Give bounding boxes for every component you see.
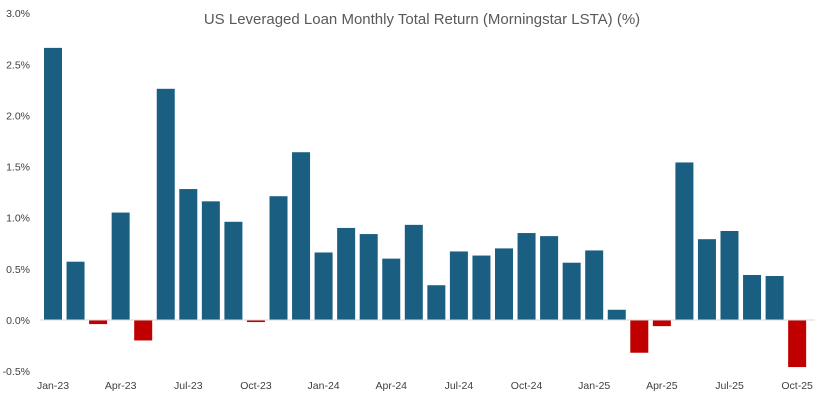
x-tick-label: Apr-25 (646, 380, 678, 392)
bar-jun-24 (427, 285, 446, 320)
bar-may-23 (134, 320, 153, 341)
bar-sep-23 (224, 221, 243, 320)
chart-title: US Leveraged Loan Monthly Total Return (… (204, 11, 640, 28)
bar-nov-23 (269, 196, 288, 320)
bar-mar-25 (630, 320, 649, 353)
bar-jun-25 (697, 239, 716, 320)
x-tick-label: Jul-24 (445, 380, 474, 392)
y-tick-label: 2.0% (6, 110, 30, 122)
bar-sep-25 (765, 276, 784, 320)
x-tick-label: Jul-25 (715, 380, 744, 392)
y-axis: 3.0% 2.5% 2.0% 1.5% 1.0% 0.5% 0.0% -0.5% (3, 8, 30, 378)
y-tick-label: 2.5% (6, 59, 30, 71)
bar-apr-24 (382, 258, 401, 320)
bar-aug-24 (472, 255, 491, 320)
bar-dec-24 (562, 262, 581, 320)
bar-jan-24 (314, 252, 333, 320)
x-tick-label: Oct-25 (781, 380, 813, 392)
bar-jul-24 (449, 251, 468, 320)
bar-nov-24 (540, 236, 559, 320)
y-tick-label: 1.5% (6, 162, 30, 174)
bar-apr-23 (111, 212, 130, 320)
bar-oct-24 (517, 233, 536, 320)
y-tick-label: 3.0% (6, 8, 30, 20)
bar-oct-23 (246, 320, 265, 323)
x-axis: Jan-23 Apr-23 Jul-23 Oct-23 Jan-24 Apr-24 Jul-… (37, 380, 813, 392)
x-tick-label: Jan-23 (37, 380, 69, 392)
bar-feb-23 (66, 261, 85, 320)
bar-may-25 (675, 162, 694, 320)
bar-aug-23 (201, 201, 220, 320)
x-tick-label: Oct-23 (240, 380, 272, 392)
bar-jul-25 (720, 230, 739, 320)
y-tick-label: 0.0% (6, 315, 30, 327)
bar-mar-24 (359, 234, 378, 320)
bar-dec-23 (292, 152, 311, 320)
x-tick-label: Apr-24 (375, 380, 407, 392)
bars (44, 47, 807, 368)
y-tick-label: -0.5% (3, 366, 30, 378)
bar-jan-25 (585, 250, 604, 320)
bar-aug-25 (743, 274, 762, 320)
bar-jun-23 (156, 88, 175, 320)
bar-mar-23 (89, 320, 108, 325)
bar-feb-24 (337, 227, 356, 320)
x-tick-label: Apr-23 (105, 380, 137, 392)
x-tick-label: Oct-24 (511, 380, 543, 392)
y-tick-label: 1.0% (6, 213, 30, 225)
bar-apr-25 (652, 320, 671, 327)
y-tick-label: 0.5% (6, 264, 30, 276)
x-tick-label: Jul-23 (174, 380, 203, 392)
bar-may-24 (404, 224, 423, 320)
bar-sep-24 (495, 248, 513, 320)
bar-jul-23 (179, 189, 198, 320)
bar-feb-25 (607, 309, 626, 320)
x-tick-label: Jan-25 (578, 380, 610, 392)
bar-oct-25 (788, 320, 807, 368)
bar-jan-23 (44, 47, 62, 321)
x-tick-label: Jan-24 (308, 380, 340, 392)
